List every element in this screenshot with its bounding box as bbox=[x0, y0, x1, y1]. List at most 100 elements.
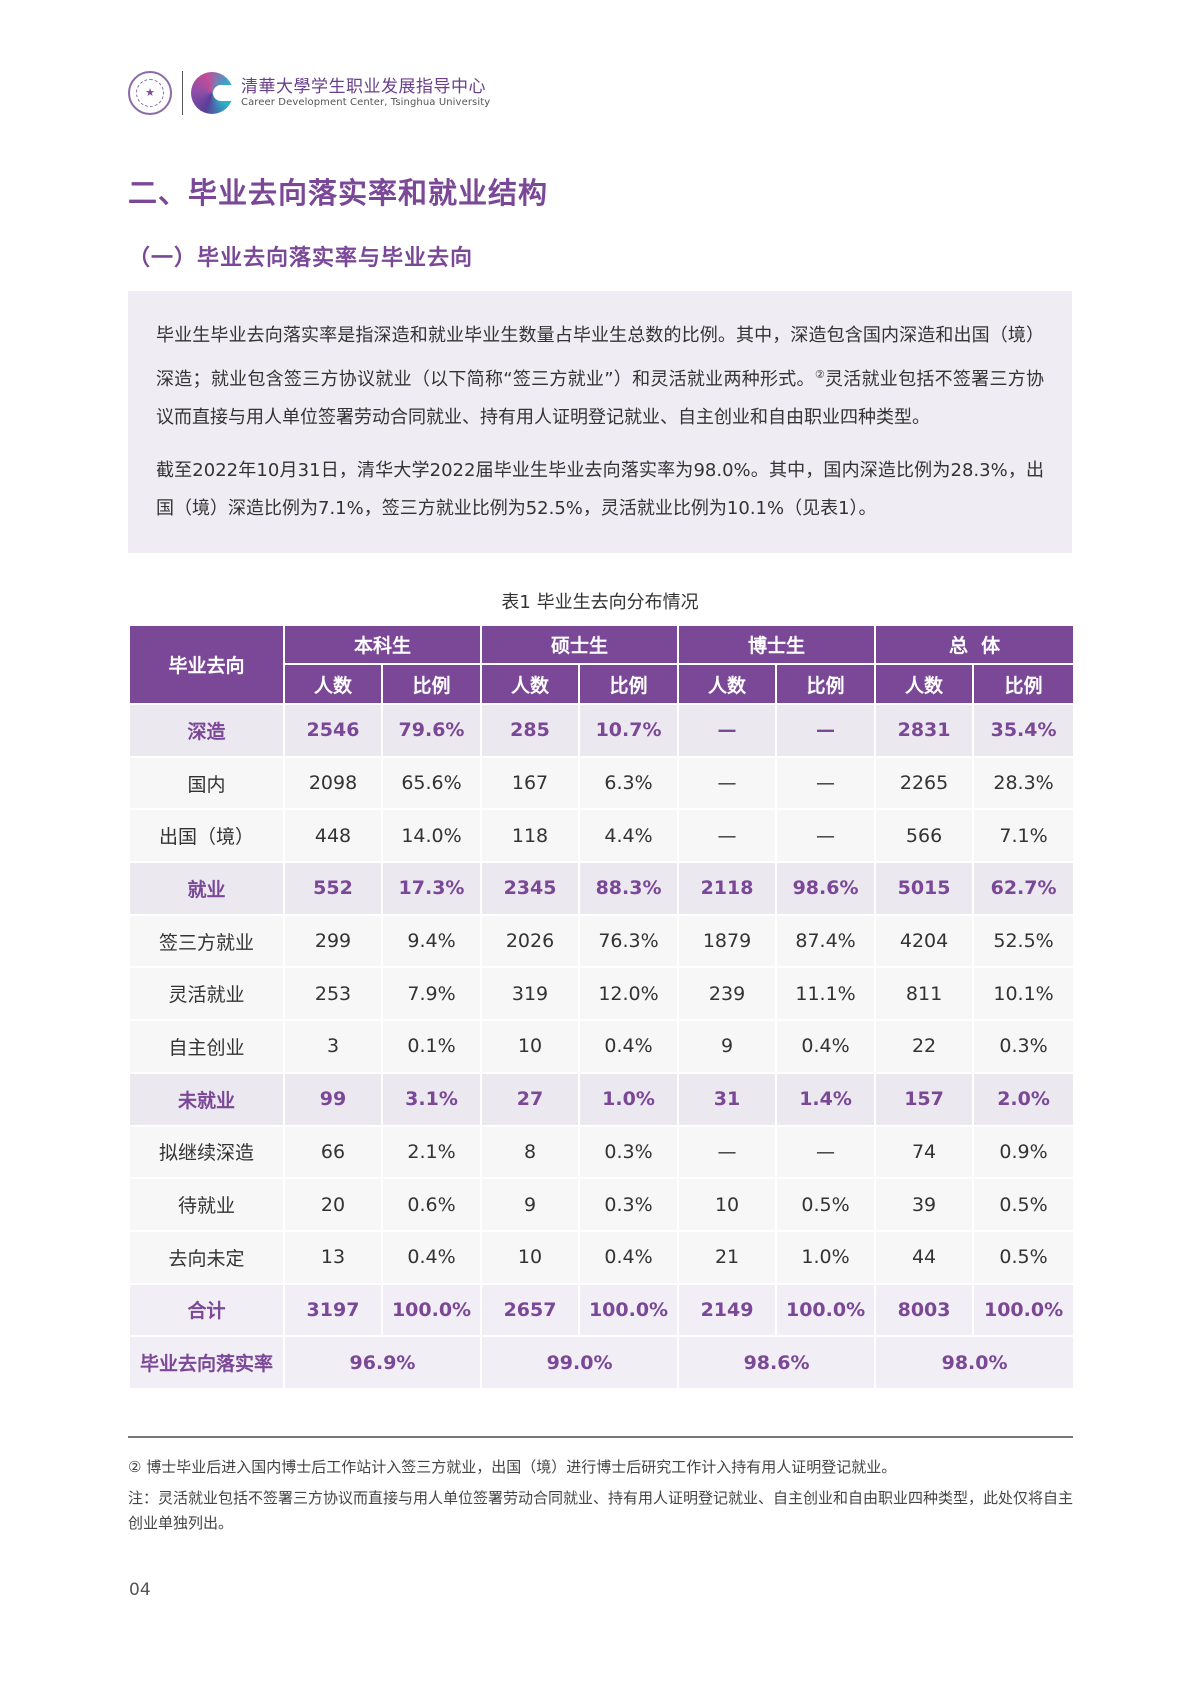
ratio-cell: 0.3% bbox=[578, 1124, 680, 1180]
count-cell: 44 bbox=[874, 1229, 975, 1285]
row-label: 灵活就业 bbox=[128, 966, 285, 1022]
ratio-cell: 11.1% bbox=[775, 966, 877, 1022]
row-label: 就业 bbox=[128, 861, 285, 916]
ratio-cell: 76.3% bbox=[578, 913, 680, 969]
ratio-cell: 1.0% bbox=[578, 1071, 680, 1127]
subsection-title: （一）毕业去向落实率与毕业去向 bbox=[128, 246, 474, 271]
ratio-cell: 0.6% bbox=[380, 1177, 483, 1232]
ratio-cell: 0.4% bbox=[380, 1229, 483, 1285]
career-center-c-icon bbox=[191, 72, 235, 114]
row-label: 去向未定 bbox=[128, 1229, 285, 1285]
sub-header-count: 人数 bbox=[283, 663, 383, 705]
table-row: 未就业 99 3.1% 27 1.0% 31 1.4% 157 2.0% bbox=[128, 1071, 1076, 1127]
footnote-note: 注：灵活就业包括不签署三方协议而直接与用人单位签署劳动合同就业、持有用人证明登记… bbox=[128, 1489, 1074, 1532]
rate-cell: 96.9% bbox=[282, 1335, 483, 1390]
ratio-cell: — bbox=[775, 755, 877, 811]
count-cell: 167 bbox=[480, 755, 581, 811]
row-label: 签三方就业 bbox=[128, 913, 285, 969]
table-row: 自主创业 3 0.1% 10 0.4% 9 0.4% 22 0.3% bbox=[128, 1019, 1076, 1074]
logo-text: 清華大學学生职业发展指导中心 Career Development Center… bbox=[241, 77, 490, 109]
group-total: 总 体 bbox=[874, 624, 1076, 665]
ratio-cell: 87.4% bbox=[775, 913, 877, 969]
page-header: ★ 清華大學学生职业发展指导中心 Career Development Cent… bbox=[128, 68, 490, 118]
ratio-cell: 2.1% bbox=[380, 1124, 483, 1180]
rate-cell: 98.6% bbox=[677, 1335, 877, 1390]
ratio-cell: 12.0% bbox=[578, 966, 680, 1022]
definition-paragraph: 毕业生毕业去向落实率是指深造和就业毕业生数量占毕业生总数的比例。其中，深造包含国… bbox=[156, 317, 1044, 438]
ratio-cell: 100.0% bbox=[578, 1282, 680, 1338]
footnote-ref: ② bbox=[814, 367, 825, 381]
logo-en: Career Development Center, Tsinghua Univ… bbox=[241, 97, 491, 108]
ratio-cell: 100.0% bbox=[775, 1282, 877, 1338]
count-cell: 2657 bbox=[480, 1282, 581, 1338]
ratio-cell: — bbox=[775, 703, 877, 758]
row-label: 自主创业 bbox=[128, 1019, 285, 1074]
count-cell: 118 bbox=[480, 808, 581, 864]
count-cell: 2026 bbox=[480, 913, 581, 969]
row-header: 毕业去向 bbox=[128, 624, 285, 705]
count-cell: 2345 bbox=[480, 861, 581, 916]
count-cell: 2118 bbox=[677, 861, 778, 916]
sub-header-count: 人数 bbox=[480, 663, 581, 705]
placement-rate-row: 毕业去向落实率 96.9% 99.0% 98.6% 98.0% bbox=[128, 1335, 1076, 1390]
table-caption: 表1 毕业生去向分布情况 bbox=[501, 592, 699, 613]
ratio-cell: 65.6% bbox=[380, 755, 483, 811]
header-row-groups: 毕业去向 本科生 硕士生 博士生 总 体 bbox=[128, 624, 1076, 705]
ratio-cell: 79.6% bbox=[380, 703, 483, 758]
count-cell: 3 bbox=[283, 1019, 383, 1074]
sub-header-ratio: 比例 bbox=[775, 663, 877, 705]
table-row: 去向未定 13 0.4% 10 0.4% 21 1.0% 44 0.5% bbox=[128, 1229, 1076, 1285]
table-row: 就业 552 17.3% 2345 88.3% 2118 98.6% 5015 62.7% bbox=[128, 861, 1076, 916]
ratio-cell: 100.0% bbox=[380, 1282, 483, 1338]
row-label: 待就业 bbox=[128, 1177, 285, 1232]
count-cell: 27 bbox=[480, 1071, 581, 1127]
ratio-cell: 7.1% bbox=[972, 808, 1076, 864]
section-title: 二、毕业去向落实率和就业结构 bbox=[128, 176, 549, 210]
ratio-cell: 100.0% bbox=[972, 1282, 1076, 1338]
count-cell: — bbox=[677, 808, 778, 864]
ratio-cell: 4.4% bbox=[578, 808, 680, 864]
count-cell: 9 bbox=[677, 1019, 778, 1074]
group-phd: 博士生 bbox=[677, 624, 877, 665]
count-cell: 2098 bbox=[283, 755, 383, 811]
table-row: 合计 3197 100.0% 2657 100.0% 2149 100.0% 8003 100.… bbox=[128, 1282, 1076, 1338]
ratio-cell: 2.0% bbox=[972, 1071, 1076, 1127]
ratio-cell: 0.5% bbox=[775, 1177, 877, 1232]
sub-header-count: 人数 bbox=[874, 663, 975, 705]
ratio-cell: 0.4% bbox=[775, 1019, 877, 1074]
ratio-cell: 0.1% bbox=[380, 1019, 483, 1074]
table-row: 深造 2546 79.6% 285 10.7% — —2831 35.4% bbox=[128, 703, 1076, 758]
ratio-cell: — bbox=[775, 808, 877, 864]
row-label: 拟继续深造 bbox=[128, 1124, 285, 1180]
count-cell: 2831 bbox=[874, 703, 975, 758]
count-cell: 157 bbox=[874, 1071, 975, 1127]
count-cell: 99 bbox=[283, 1071, 383, 1127]
ratio-cell: 14.0% bbox=[380, 808, 483, 864]
count-cell: 39 bbox=[874, 1177, 975, 1232]
ratio-cell: 88.3% bbox=[578, 861, 680, 916]
table-row: 待就业 20 0.6% 9 0.3% 10 0.5% 39 0.5% bbox=[128, 1177, 1076, 1232]
count-cell: 66 bbox=[283, 1124, 383, 1180]
header-divider bbox=[182, 71, 183, 115]
row-label: 毕业去向落实率 bbox=[128, 1335, 285, 1390]
row-label: 深造 bbox=[128, 703, 285, 758]
ratio-cell: 9.4% bbox=[380, 913, 483, 969]
sub-header-ratio: 比例 bbox=[578, 663, 680, 705]
count-cell: 2546 bbox=[283, 703, 383, 758]
footnote-2: ② 博士毕业后进入国内博士后工作站计入签三方就业，出国（境）进行博士后研究工作计… bbox=[128, 1458, 897, 1476]
star-icon: ★ bbox=[145, 86, 155, 99]
count-cell: 8003 bbox=[874, 1282, 975, 1338]
count-cell: 31 bbox=[677, 1071, 778, 1127]
ratio-cell: 10.7% bbox=[578, 703, 680, 758]
header-row-sub: 人数 比例 人数 比例 人数 比例 人数 比例 bbox=[129, 663, 1076, 705]
count-cell: 239 bbox=[677, 966, 778, 1022]
ratio-cell: 62.7% bbox=[972, 861, 1076, 916]
table-row: 国内 2098 65.6% 167 6.3% — —2265 28.3% bbox=[128, 755, 1076, 811]
page-number: 04 bbox=[129, 1580, 151, 1600]
ratio-cell: 0.4% bbox=[578, 1019, 680, 1074]
ratio-cell: 0.3% bbox=[972, 1019, 1076, 1074]
logo-cn: 清華大學学生职业发展指导中心 bbox=[241, 77, 486, 97]
ratio-cell: 98.6% bbox=[775, 861, 877, 916]
count-cell: 2149 bbox=[677, 1282, 778, 1338]
count-cell: 74 bbox=[874, 1124, 975, 1180]
